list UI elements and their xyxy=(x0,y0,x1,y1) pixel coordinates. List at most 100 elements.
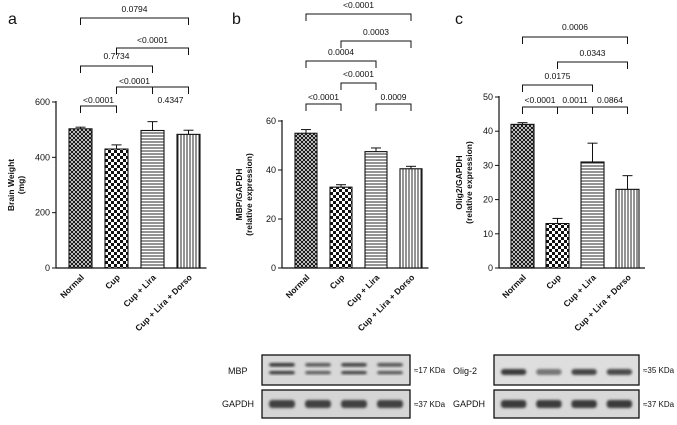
category-label: Cup xyxy=(103,272,122,291)
blot-olig2-group: Olig-2 ≈35 KDa GAPDH ≈37 KDa xyxy=(453,354,675,419)
y-tick-label: 20 xyxy=(266,214,276,224)
significance-bracket xyxy=(557,61,628,69)
blot-band xyxy=(500,369,527,375)
category-label: Cup + Lira xyxy=(121,272,158,309)
panel-letter-a: a xyxy=(8,11,17,28)
p-value-label: 0.0343 xyxy=(580,48,606,58)
y-tick-label: 10 xyxy=(483,229,493,239)
blot-band xyxy=(305,400,331,408)
blot-gapdh-label-right: GAPDH xyxy=(453,399,485,409)
p-value-label: 0.0864 xyxy=(597,95,623,105)
panel-c: c 0 10 20 30 40 50 Olig2/GAPDH(relative express… xyxy=(454,11,645,333)
category-label: Cup xyxy=(544,272,563,291)
p-value-label: <0.0001 xyxy=(119,76,150,86)
blot-band xyxy=(341,363,367,367)
significance-bracket xyxy=(522,106,558,114)
blot-gapdh-kda-left: ≈37 KDa xyxy=(414,400,446,409)
y-tick-label: 600 xyxy=(35,97,50,107)
y-tick-label: 0 xyxy=(45,263,50,273)
y-tick-label: 200 xyxy=(35,208,50,218)
panel-letter-c: c xyxy=(455,11,463,28)
bar-2 xyxy=(329,186,353,269)
significance-bracket xyxy=(375,103,412,111)
bar-1 xyxy=(294,132,318,269)
p-value-label: 0.0175 xyxy=(545,71,571,81)
blot-mbp-label: MBP xyxy=(228,366,248,376)
p-value-label: <0.0001 xyxy=(137,35,168,45)
blot-olig2-bands xyxy=(500,369,633,375)
significance-bracket xyxy=(557,106,593,114)
blot-mbp-kda: ≈17 KDa xyxy=(414,366,446,375)
y-tick-label: 60 xyxy=(266,116,276,126)
blot-band xyxy=(536,400,562,408)
blot-mbp-frame xyxy=(261,354,411,386)
significance-bracket xyxy=(80,17,189,25)
blot-mbp-bands xyxy=(269,363,403,375)
panel-letter-b: b xyxy=(232,11,241,28)
y-tick-label: 40 xyxy=(483,126,493,136)
blot-band xyxy=(377,400,403,408)
y-axis-title: Olig2/GAPDH(relative expression) xyxy=(454,141,474,224)
blot-band xyxy=(500,400,527,408)
bar-3 xyxy=(580,161,605,269)
significance-bracket xyxy=(305,13,412,21)
p-value-label: 0.0003 xyxy=(363,27,389,37)
blot-band xyxy=(269,400,295,408)
significance-bracket xyxy=(340,40,412,48)
blot-band xyxy=(269,363,295,367)
blot-mbp-group: MBP ≈17 KDa GAPDH ≈37 KDa xyxy=(222,354,446,419)
p-value-label: <0.0001 xyxy=(343,0,374,10)
category-label: Normal xyxy=(58,272,86,300)
y-axis-title: Brain Weight(mg) xyxy=(6,159,26,211)
significance-bracket xyxy=(116,47,189,55)
significance-bracket xyxy=(80,65,153,73)
y-axis-title: MBP/GAPDH(relative expression) xyxy=(234,153,254,236)
blot-band xyxy=(536,369,562,375)
significance-bracket xyxy=(340,82,377,90)
bar-3 xyxy=(364,151,388,269)
significance-bracket xyxy=(305,103,342,111)
blot-band xyxy=(377,371,403,375)
blot-band xyxy=(269,371,295,375)
panel-b: b 0 20 40 60 MBP/GAPDH(relative expression) No… xyxy=(232,0,429,333)
y-tick-label: 50 xyxy=(483,92,493,102)
p-value-label: <0.0001 xyxy=(343,69,374,79)
bar-1 xyxy=(510,123,535,269)
p-value-label: <0.0001 xyxy=(83,95,114,105)
bar-2 xyxy=(545,222,570,269)
y-tick-label: 400 xyxy=(35,152,50,162)
p-value-label: 0.7734 xyxy=(104,51,130,61)
blot-band xyxy=(606,400,633,408)
p-value-label: 0.4347 xyxy=(158,95,184,105)
p-value-label: <0.0001 xyxy=(308,92,339,102)
y-tick-label: 40 xyxy=(266,165,276,175)
blot-band xyxy=(341,400,367,408)
significance-bracket xyxy=(305,60,377,68)
p-value-label: 0.0006 xyxy=(562,22,588,32)
category-label: Cup + Lira xyxy=(561,272,598,309)
panel-a: a 0 200 400 600 Brain Weight(mg) Normal Cup Cup … xyxy=(6,4,207,333)
y-tick-label: 30 xyxy=(483,160,493,170)
y-tick-label: 20 xyxy=(483,195,493,205)
category-label: Normal xyxy=(284,272,312,300)
bar-4 xyxy=(615,188,640,269)
significance-bracket xyxy=(152,86,189,94)
blot-band xyxy=(305,363,331,367)
p-value-label: 0.0011 xyxy=(562,95,588,105)
significance-bracket xyxy=(80,105,117,113)
category-label: Normal xyxy=(500,272,528,300)
blot-gapdh-label-left: GAPDH xyxy=(222,399,254,409)
y-tick-label: 0 xyxy=(271,263,276,273)
blot-band xyxy=(571,400,597,408)
bar-3 xyxy=(140,129,165,269)
blot-band xyxy=(341,371,367,375)
blot-band xyxy=(377,363,403,367)
p-value-label: 0.0004 xyxy=(328,47,354,57)
blot-gapdh-bands-left xyxy=(269,400,403,408)
category-label: Cup + Lira xyxy=(345,272,382,309)
blot-band xyxy=(571,369,597,375)
p-value-label: <0.0001 xyxy=(525,95,556,105)
significance-bracket xyxy=(116,86,153,94)
blot-olig2-label: Olig-2 xyxy=(453,366,477,376)
